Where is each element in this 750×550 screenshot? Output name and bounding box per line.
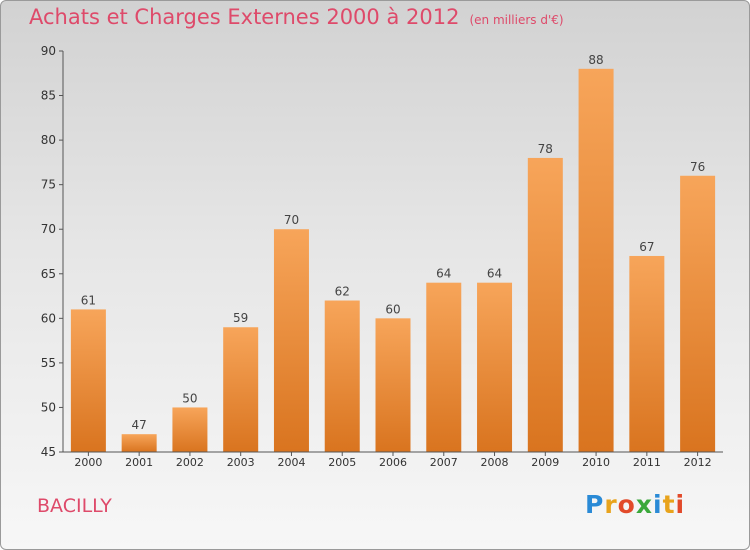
value-label-2011: 67 [639, 240, 654, 254]
bar-2008 [477, 282, 513, 452]
bar-2001 [121, 434, 157, 452]
x-tick-label-2000: 2000 [74, 456, 102, 469]
bar-2004 [273, 229, 309, 452]
x-tick-label-2004: 2004 [277, 456, 305, 469]
x-tick-label-2012: 2012 [684, 456, 712, 469]
x-tick-label-2011: 2011 [633, 456, 661, 469]
bar-2005 [324, 300, 360, 452]
bar-2007 [426, 282, 462, 452]
y-tick-label-70: 70 [41, 222, 56, 236]
value-label-2007: 64 [436, 267, 451, 281]
logo-letter: r [604, 490, 618, 519]
value-label-2010: 88 [588, 53, 603, 67]
proxiti-logo: Proxiti [585, 490, 685, 519]
y-tick-label-60: 60 [41, 311, 56, 325]
value-label-2008: 64 [487, 267, 502, 281]
value-label-2006: 60 [385, 302, 400, 316]
y-tick-label-55: 55 [41, 356, 56, 370]
x-tick-label-2007: 2007 [430, 456, 458, 469]
value-label-2012: 76 [690, 160, 705, 174]
logo-letter: i [675, 490, 686, 519]
bar-2009 [527, 157, 563, 452]
bar-2011 [629, 255, 665, 452]
y-tick-label-65: 65 [41, 267, 56, 281]
bar-2012 [680, 175, 716, 452]
x-tick-label-2002: 2002 [176, 456, 204, 469]
value-labels: 61 47 50 59 70 62 60 64 64 78 88 67 76 [81, 53, 706, 432]
chart-subtitle: (en milliers d'€) [469, 13, 564, 27]
value-label-2004: 70 [284, 213, 299, 227]
y-tick-label-75: 75 [41, 178, 56, 192]
x-tick-label-2010: 2010 [582, 456, 610, 469]
bar-2003 [223, 327, 259, 452]
logo-letter: x [635, 490, 653, 519]
bars-group [70, 68, 716, 453]
bar-2000 [70, 309, 106, 452]
x-tick-label-2006: 2006 [379, 456, 407, 469]
x-tick-label-2001: 2001 [125, 456, 153, 469]
y-tick-label-90: 90 [41, 44, 56, 58]
logo-letter: t [662, 490, 676, 519]
value-label-2000: 61 [81, 293, 96, 307]
y-tick-labels: 45 50 55 60 65 70 75 80 85 90 [41, 44, 63, 459]
logo-letter: i [653, 490, 663, 519]
logo-letter: o [617, 490, 636, 519]
y-tick-label-45: 45 [41, 445, 56, 459]
x-tick-label-2008: 2008 [481, 456, 509, 469]
value-label-2003: 59 [233, 311, 248, 325]
chart-title: Achats et Charges Externes 2000 à 2012 (e… [29, 5, 564, 29]
x-tick-label-2003: 2003 [227, 456, 255, 469]
value-label-2009: 78 [538, 142, 553, 156]
bar-2002 [172, 407, 208, 452]
y-tick-label-50: 50 [41, 400, 56, 414]
y-tick-label-85: 85 [41, 89, 56, 103]
chart-title-text: Achats et Charges Externes 2000 à 2012 [29, 5, 460, 29]
x-tick-label-2005: 2005 [328, 456, 356, 469]
bar-2010 [578, 68, 614, 453]
value-label-2002: 50 [182, 391, 197, 405]
value-label-2001: 47 [132, 418, 147, 432]
y-tick-label-80: 80 [41, 133, 56, 147]
bar-2006 [375, 318, 411, 452]
x-tick-label-2009: 2009 [531, 456, 559, 469]
value-label-2005: 62 [335, 285, 350, 299]
logo-letter: P [585, 490, 605, 519]
commune-name: BACILLY [37, 495, 112, 517]
x-tick-labels: 2000 2001 2002 2003 2004 2005 2006 2007 2008 2009… [74, 452, 712, 469]
